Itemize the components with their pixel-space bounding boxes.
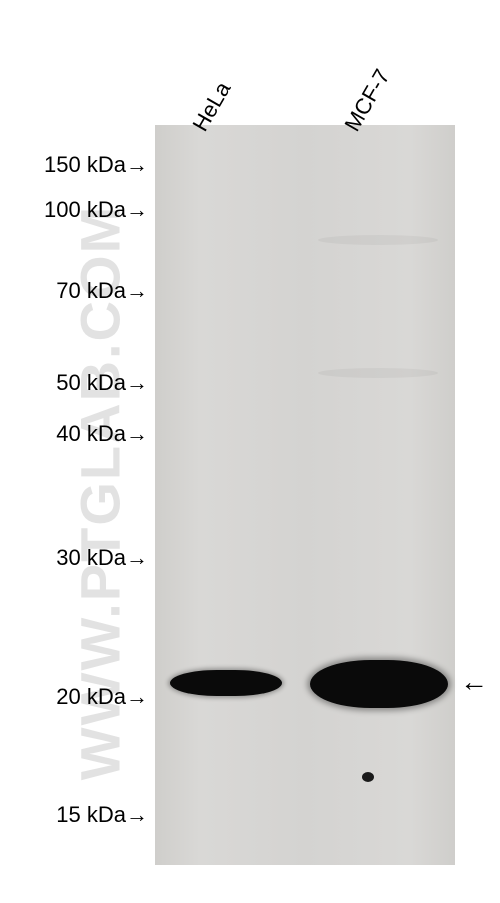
mw-label-30: 30 kDa→ xyxy=(18,545,148,571)
mw-label-100: 100 kDa→ xyxy=(18,197,148,223)
target-band-arrow-icon: ← xyxy=(460,666,488,698)
mw-label-150: 150 kDa→ xyxy=(18,152,148,178)
mw-label-70: 70 kDa→ xyxy=(18,278,148,304)
faint-band-1 xyxy=(318,235,438,245)
blot-figure: WWW.PTGLAB.COM HeLa MCF-7 150 kDa→ 100 k… xyxy=(0,0,500,903)
band-mcf7-20kda xyxy=(310,660,448,708)
faint-band-2 xyxy=(318,368,438,378)
band-hela-20kda xyxy=(170,670,282,696)
mw-label-50: 50 kDa→ xyxy=(18,370,148,396)
mw-label-15: 15 kDa→ xyxy=(18,802,148,828)
mw-label-40: 40 kDa→ xyxy=(18,421,148,447)
mw-label-20: 20 kDa→ xyxy=(18,684,148,710)
artifact-spot xyxy=(362,772,374,782)
